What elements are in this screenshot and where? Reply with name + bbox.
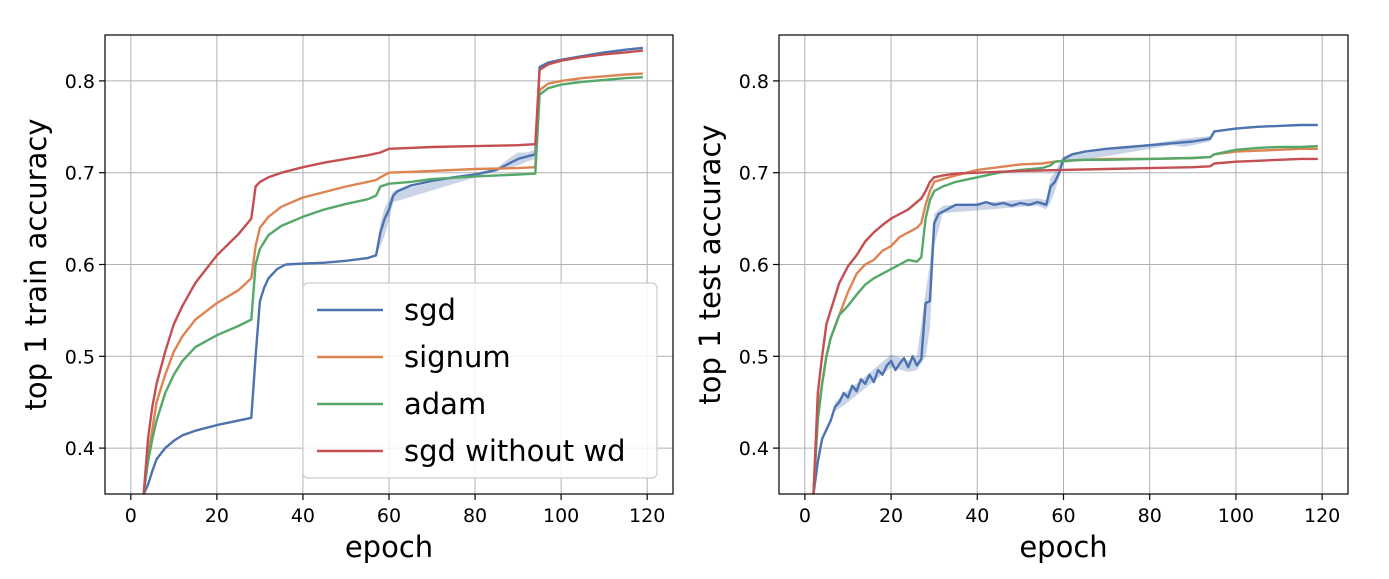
test-line-sgd-without-wd [812,157,1318,494]
test-xtick-label: 0 [799,505,811,527]
train-xtick-label: 40 [291,505,315,527]
test-line-sgd [812,123,1318,494]
test-xtick-label: 120 [1304,505,1340,527]
test-xtick-label: 80 [1138,505,1162,527]
legend-label-adam: adam [404,387,486,421]
train-xtick-label: 20 [205,505,229,527]
train-ytick-label: 0.6 [65,255,95,277]
train-band-sgd-0 [376,149,536,256]
train-plot-area [142,46,644,494]
train-ytick-label: 0.7 [65,163,95,185]
test-xtick-label: 40 [965,505,989,527]
train-y-axis-label: top 1 train accuracy [19,119,53,411]
test-xtick-label: 60 [1051,505,1075,527]
legend-box [302,282,658,479]
train-x-axis-label: epoch [345,530,433,564]
test-line-signum [812,147,1318,494]
test-ytick-label: 0.7 [739,163,769,185]
train-xtick-label: 60 [377,505,401,527]
train-ytick-label: 0.8 [65,71,95,93]
legend-label-signum: signum [404,340,511,374]
test-plot-area [812,123,1318,494]
train-line-signum [142,72,643,494]
train-xtick-label: 100 [543,505,579,527]
train-line-adam [142,76,643,494]
train-line-sgd-without-wd [142,49,644,494]
train-ytick-label: 0.4 [65,438,95,460]
test-ytick-label: 0.6 [739,255,769,277]
test-y-axis-label: top 1 test accuracy [693,124,727,404]
test-ytick-label: 0.5 [739,346,769,368]
test-xtick-label: 20 [879,505,903,527]
train-accuracy-chart: 0 20 40 60 80 100 120 0.4 0.5 0.6 0.7 0.8 epoch top 1… [19,34,674,564]
train-xtick-label: 80 [463,505,487,527]
test-accuracy-chart: 0 20 40 60 80 100 120 0.4 0.5 0.6 0.7 0.8 epoch top 1… [693,34,1349,564]
test-line-adam [812,144,1318,494]
legend-label-sgd-without-wd: sgd without wd [404,434,626,468]
train-xtick-label: 120 [629,505,665,527]
train-xtick-label: 0 [125,505,137,527]
test-ytick-label: 0.8 [739,71,769,93]
test-x-axis-label: epoch [1019,530,1107,564]
test-xtick-label: 100 [1218,505,1254,527]
test-ytick-label: 0.4 [739,438,769,460]
legend-label-sgd: sgd [404,293,456,327]
train-ytick-label: 0.5 [65,346,95,368]
